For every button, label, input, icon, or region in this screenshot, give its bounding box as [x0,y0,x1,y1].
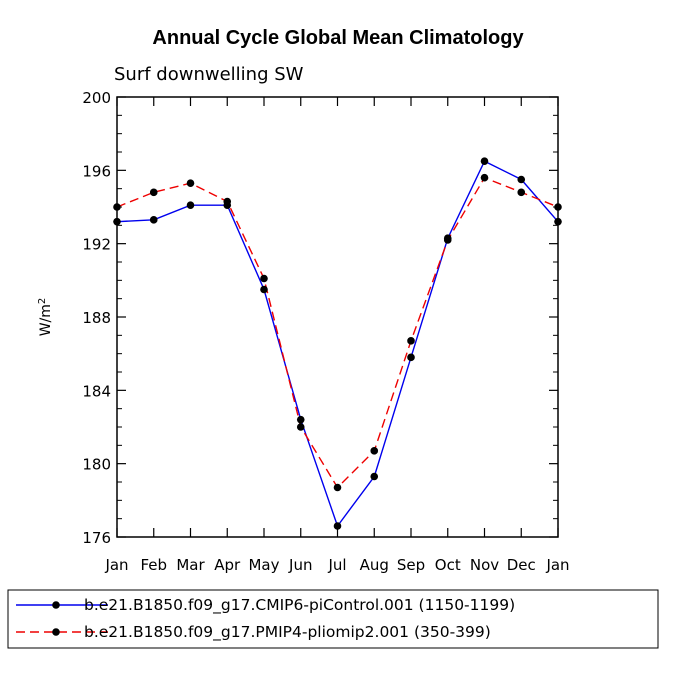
x-tick-label: Dec [507,556,536,574]
y-axis-label: W/m2 [37,298,55,337]
x-tick-label: Jan [545,556,569,574]
x-tick-label: May [248,556,279,574]
series-1-point [333,522,342,530]
x-axis-ticks: Jan Feb Mar Apr May Jun Jul Aug Sep Oct Nov Dec Jan [104,97,570,574]
x-tick-label: Oct [435,556,461,574]
series-2-point [149,188,158,197]
series-1-point [149,216,158,224]
series-2-point [260,274,268,283]
y-tick-label: 200 [82,89,111,107]
legend-label-1: b.e21.B1850.f09_g17.CMIP6-piControl.001 … [84,596,515,615]
series-2-point [370,447,379,455]
x-tick-label: Feb [140,556,167,574]
series-2-point [554,203,562,211]
series-2-point [113,203,121,211]
series-1-point [370,472,379,481]
legend-box [7,589,659,649]
y-axis-label-superscript: 2 [37,298,48,304]
y-tick-label: 180 [82,456,111,474]
series-1-point [517,175,526,184]
series-line-2 [116,176,559,489]
series-1-point [260,285,268,294]
series-1-point [480,157,489,165]
x-tick-label: Apr [214,556,241,574]
series-2-point [296,423,305,431]
chart-subtitle: Surf downwelling SW [114,64,304,85]
y-axis-ticks: 176 180 184 188 192 196 200 [82,89,558,547]
series-1-point [296,415,305,424]
series-line-1 [116,160,559,528]
y-tick-label: 188 [82,309,111,327]
x-tick-label: Jun [288,556,312,574]
x-tick-label: Jul [327,556,346,574]
y-tick-label: 192 [82,236,111,254]
series-2-point [480,173,489,182]
legend-label-2: b.e21.B1850.f09_g17.PMIP4-pliomip2.001 (… [84,623,491,642]
legend-marker-1 [52,601,60,609]
legend: b.e21.B1850.f09_g17.CMIP6-piControl.001 … [7,589,659,649]
series-1-point [554,217,562,226]
legend-marker-2 [52,628,60,636]
series-2-point [443,236,452,244]
y-tick-label: 184 [82,382,111,400]
series-1-point [407,353,415,362]
x-tick-label: Jan [104,556,128,574]
series-1-point [113,217,121,226]
plot-border [116,96,559,538]
x-tick-label: Nov [470,556,499,574]
x-tick-label: Mar [176,556,205,574]
x-tick-label: Aug [360,556,389,574]
series-2-point [517,188,526,197]
y-tick-label: 176 [82,529,111,547]
chart-title: Annual Cycle Global Mean Climatology [152,27,524,49]
y-axis-label-base: W/m [38,304,54,336]
x-tick-label: Sep [397,556,425,574]
series-layer [113,157,562,530]
series-1-point [186,201,195,209]
series-2-point [333,483,342,492]
series-2-point [223,197,232,206]
series-2-point [186,179,195,187]
y-tick-label: 196 [82,162,111,180]
series-2-point [407,337,415,345]
plot-frame [116,96,559,538]
